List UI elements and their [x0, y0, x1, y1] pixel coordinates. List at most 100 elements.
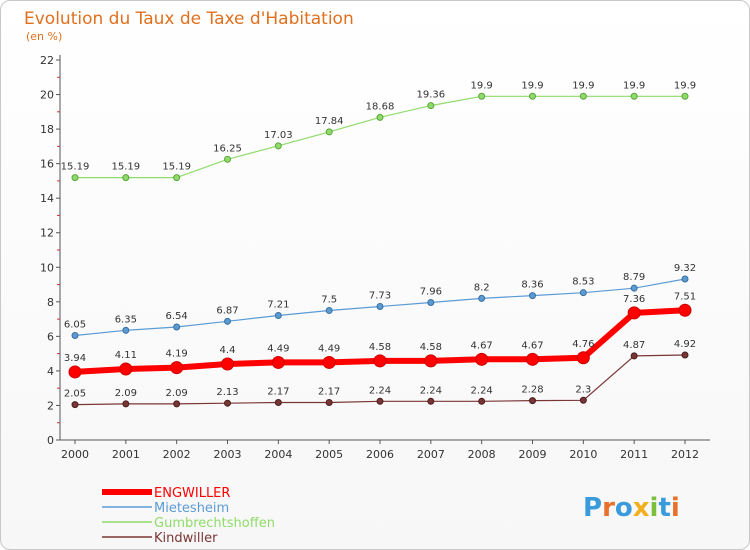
- x-tick-label: 2012: [671, 448, 699, 461]
- x-tick-label: 2003: [214, 448, 242, 461]
- data-label: 4.76: [572, 339, 594, 350]
- y-tick-label: 0: [47, 434, 54, 447]
- data-point: [325, 399, 333, 407]
- data-label: 15.19: [112, 162, 141, 173]
- data-label: 2.24: [420, 385, 442, 396]
- data-label: 6.54: [166, 311, 188, 322]
- data-label: 6.05: [64, 320, 86, 331]
- data-label: 7.73: [369, 290, 391, 301]
- y-tick-label: 22: [40, 54, 54, 67]
- data-point: [274, 142, 282, 150]
- y-tick-label: 12: [40, 227, 54, 240]
- y-tick-label: 14: [40, 192, 54, 205]
- data-label: 8.79: [623, 272, 645, 283]
- data-point: [122, 174, 130, 182]
- logo-letter: t: [658, 493, 670, 523]
- data-label: 4.58: [420, 342, 442, 353]
- data-point: [122, 400, 130, 408]
- data-label: 4.11: [115, 350, 137, 361]
- proxiti-logo: Proxiti: [583, 493, 680, 523]
- data-point: [373, 354, 387, 368]
- data-point: [173, 174, 181, 182]
- x-tick-label: 2005: [315, 448, 343, 461]
- data-point: [224, 155, 231, 163]
- data-label: 2.3: [575, 384, 591, 395]
- data-point: [170, 361, 184, 375]
- data-point: [427, 299, 435, 307]
- data-point: [478, 294, 486, 302]
- data-label: 7.96: [420, 287, 442, 298]
- y-tick-label: 18: [40, 123, 54, 136]
- y-tick-label: 8: [47, 296, 54, 309]
- x-tick-label: 2008: [468, 448, 496, 461]
- logo-letter: i: [650, 493, 659, 523]
- data-label: 19.9: [521, 80, 543, 91]
- logo-letter: r: [602, 493, 615, 523]
- data-point: [173, 323, 181, 331]
- data-label: 2.13: [216, 387, 238, 398]
- data-label: 19.9: [572, 80, 594, 91]
- data-label: 2.09: [115, 388, 137, 399]
- data-label: 15.19: [61, 162, 90, 173]
- data-label: 4.87: [623, 340, 645, 351]
- data-label: 4.49: [267, 343, 289, 354]
- data-label: 4.67: [521, 340, 543, 351]
- data-point: [274, 399, 282, 407]
- data-point: [71, 174, 79, 182]
- data-label: 19.9: [471, 80, 493, 91]
- data-label: 4.49: [318, 343, 340, 354]
- x-tick-label: 2002: [163, 448, 191, 461]
- data-label: 18.68: [366, 101, 395, 112]
- data-label: 16.25: [213, 143, 242, 154]
- data-point: [119, 362, 133, 376]
- data-label: 2.24: [471, 385, 493, 396]
- data-label: 4.4: [220, 345, 236, 356]
- logo-letter: i: [671, 493, 680, 523]
- data-point: [579, 92, 587, 100]
- x-tick-label: 2006: [366, 448, 394, 461]
- logo-letter: o: [615, 493, 633, 523]
- y-tick-label: 10: [40, 261, 54, 274]
- data-point: [376, 113, 384, 121]
- data-label: 8.2: [474, 282, 490, 293]
- x-tick-label: 2004: [264, 448, 292, 461]
- data-point: [71, 401, 79, 409]
- data-label: 3.94: [64, 353, 86, 364]
- data-label: 19.9: [674, 80, 696, 91]
- proxiti-logo-text: Proxiti: [583, 493, 680, 523]
- data-point: [478, 397, 486, 405]
- data-label: 7.36: [623, 294, 645, 305]
- data-point: [478, 92, 486, 100]
- data-label: 7.51: [674, 291, 696, 302]
- data-label: 6.35: [115, 314, 137, 325]
- x-tick-label: 2009: [519, 448, 547, 461]
- data-label: 7.21: [267, 299, 289, 310]
- legend-label: Mietesheim: [154, 501, 229, 516]
- data-point: [630, 92, 638, 100]
- y-tick-label: 6: [47, 330, 54, 343]
- data-point: [424, 354, 438, 368]
- y-tick-label: 2: [47, 399, 54, 412]
- data-point: [427, 397, 435, 405]
- data-label: 9.32: [674, 263, 696, 274]
- data-label: 7.5: [321, 294, 337, 305]
- data-point: [221, 357, 234, 371]
- data-label: 19.9: [623, 80, 645, 91]
- data-point: [526, 352, 539, 366]
- data-label: 2.17: [318, 387, 340, 398]
- data-point: [224, 399, 231, 407]
- data-point: [224, 317, 231, 325]
- legend-label: ENGWILLER: [154, 486, 230, 501]
- data-point: [627, 306, 641, 320]
- data-label: 17.84: [315, 116, 344, 127]
- data-label: 2.24: [369, 385, 391, 396]
- data-point: [68, 365, 82, 379]
- legend-label: Kindwiller: [154, 531, 218, 546]
- data-label: 4.19: [166, 349, 188, 360]
- data-point: [529, 397, 536, 405]
- data-point: [579, 396, 587, 404]
- data-point: [529, 92, 536, 100]
- data-label: 19.36: [417, 90, 446, 101]
